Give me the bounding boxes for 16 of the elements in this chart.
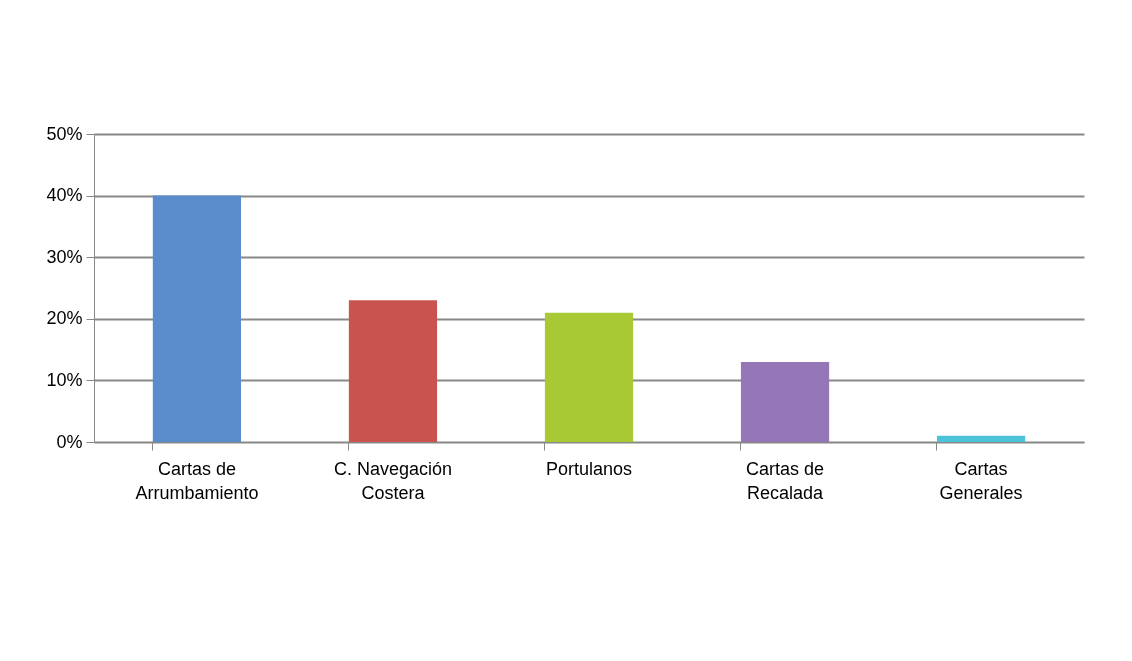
y-tick-label: 50%: [46, 123, 83, 144]
x-tick-label: C. Navegación Costera: [333, 458, 452, 503]
bar: [544, 312, 634, 442]
bar: [936, 435, 1026, 442]
y-tick-label: 20%: [46, 308, 83, 329]
bar: [152, 195, 242, 442]
y-tick-label: 10%: [46, 369, 83, 390]
x-tick-label: Cartas de Arrumbamiento: [135, 458, 259, 503]
bar: [348, 300, 438, 442]
y-tick-label: 30%: [46, 246, 83, 267]
x-tick-label: Cartas Generales: [939, 458, 1023, 503]
x-tick-label: Portulanos: [545, 458, 633, 479]
x-tick-label: Cartas de Recalada: [746, 458, 825, 503]
y-tick-label: 40%: [46, 185, 83, 206]
bar: [740, 361, 830, 442]
y-tick-label: 0%: [56, 431, 83, 452]
